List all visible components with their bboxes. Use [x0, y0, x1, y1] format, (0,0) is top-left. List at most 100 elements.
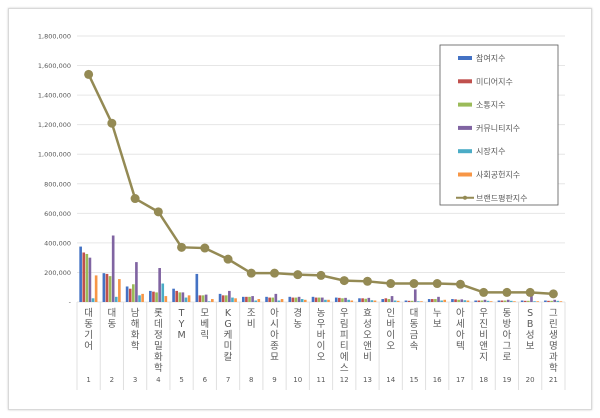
legend-swatch: [458, 125, 472, 130]
y-tick-label: 1,800,000: [38, 33, 71, 41]
line-point: [84, 69, 94, 79]
rank-label: 7: [226, 376, 230, 384]
rank-label: 21: [549, 376, 558, 384]
bar-소통지수: [410, 300, 414, 302]
bar-미디어지수: [454, 299, 457, 302]
bar-미디어지수: [221, 295, 225, 302]
line-point: [270, 268, 280, 278]
rank-label: 12: [340, 376, 349, 384]
bar-시장지수: [91, 298, 95, 302]
bar-참여지수: [288, 296, 292, 302]
bar-커뮤니티지수: [321, 297, 324, 302]
bar-시장지수: [417, 301, 420, 302]
line-point: [107, 118, 117, 128]
chart-frame: [8, 8, 592, 410]
bar-시장지수: [161, 283, 165, 302]
line-point: [153, 207, 163, 217]
bar-소통지수: [387, 299, 391, 302]
bar-소통지수: [85, 253, 89, 302]
bar-참여지수: [474, 300, 478, 302]
bar-사회공헌지수: [234, 298, 237, 302]
bar-사회공헌지수: [187, 295, 191, 302]
bar-참여지수: [381, 299, 385, 302]
bar-사회공헌지수: [536, 301, 539, 302]
bar-커뮤니티지수: [135, 262, 138, 302]
bar-커뮤니티지수: [413, 289, 417, 302]
bar-커뮤니티지수: [344, 297, 347, 302]
bar-참여지수: [311, 296, 315, 302]
bar-소통지수: [317, 297, 321, 302]
bar-커뮤니티지수: [251, 296, 254, 302]
bar-커뮤니티지수: [204, 294, 208, 302]
bar-사회공헌지수: [118, 279, 121, 302]
legend-label: 소통지수: [476, 101, 505, 110]
bar-사회공헌지수: [559, 301, 563, 302]
bar-커뮤니티지수: [390, 296, 394, 302]
bar-커뮤니티지수: [437, 296, 440, 302]
bar-사회공헌지수: [396, 300, 400, 302]
bar-미디어지수: [361, 298, 364, 302]
bar-미디어지수: [198, 295, 202, 302]
bar-미디어지수: [128, 288, 132, 302]
y-tick-label: 400,000: [44, 239, 71, 247]
rank-label: 3: [133, 376, 137, 384]
bar-참여지수: [497, 300, 501, 302]
legend-swatch: [458, 172, 472, 177]
line-point: [177, 242, 187, 252]
legend-label: 사회공헌지수: [476, 171, 520, 180]
rank-label: 18: [479, 376, 488, 384]
bar-미디어지수: [268, 297, 271, 302]
bar-사회공헌지수: [303, 299, 307, 302]
bar-커뮤니티지수: [228, 290, 231, 302]
bar-미디어지수: [314, 297, 318, 302]
bar-사회공헌지수: [443, 299, 447, 302]
bar-시장지수: [114, 296, 118, 302]
bar-시장지수: [138, 295, 141, 302]
bar-시장지수: [184, 297, 188, 302]
line-point: [386, 279, 396, 289]
bar-시장지수: [277, 300, 281, 302]
y-tick-label: 1,000,000: [38, 151, 71, 159]
line-point: [200, 243, 210, 253]
rank-label: 5: [179, 376, 183, 384]
bar-사회공헌지수: [94, 275, 98, 302]
rank-label: 1: [86, 376, 90, 384]
bar-커뮤니티지수: [274, 293, 278, 302]
rank-label: 4: [156, 376, 161, 384]
rank-label: 17: [456, 376, 465, 384]
bar-미디어지수: [291, 297, 295, 302]
bar-미디어지수: [547, 300, 550, 302]
bar-참여지수: [451, 299, 454, 302]
bar-참여지수: [544, 300, 547, 302]
legend-box: [439, 44, 559, 206]
rank-label: 19: [502, 376, 511, 384]
line-point: [246, 268, 256, 278]
rank-label: 16: [433, 376, 442, 384]
line-point: [223, 254, 233, 264]
bar-참여지수: [427, 299, 431, 302]
bar-사회공헌지수: [466, 300, 470, 302]
legend-swatch: [458, 56, 472, 60]
bar-소통지수: [550, 300, 553, 302]
bar-소통지수: [201, 295, 205, 302]
line-point: [130, 194, 140, 204]
bar-시장지수: [463, 300, 467, 302]
legend-label: 시장지수: [476, 146, 505, 156]
bar-미디어지수: [152, 291, 155, 302]
line-point: [455, 279, 465, 289]
